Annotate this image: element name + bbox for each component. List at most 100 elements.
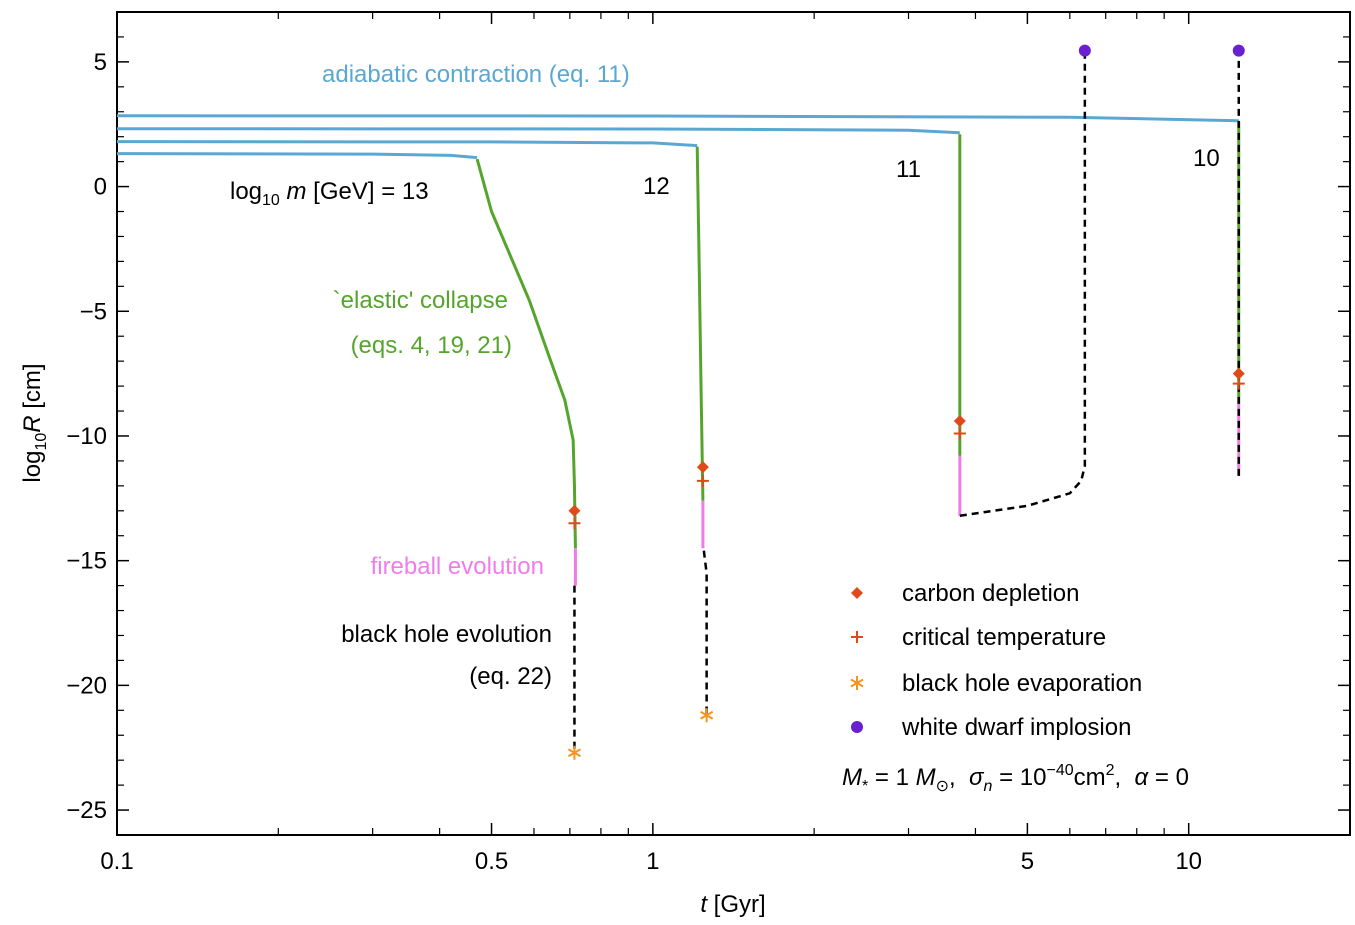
y-tick-label: −15 xyxy=(66,548,107,575)
y-tick-label: −20 xyxy=(66,672,107,699)
text-part: fireball evolution xyxy=(371,553,544,580)
data-point xyxy=(568,517,581,530)
text-part: , xyxy=(949,764,969,791)
marker-shape xyxy=(1232,367,1245,380)
curve xyxy=(475,158,577,549)
data-point xyxy=(1232,44,1245,57)
annotation: log10 m [GeV] = 13 xyxy=(230,178,429,209)
y-axis-label: log10R [cm] xyxy=(19,363,50,482)
legend-label: carbon depletion xyxy=(902,580,1079,607)
data-point xyxy=(1078,44,1091,57)
data-point xyxy=(953,415,966,428)
legend-swatch xyxy=(850,676,864,690)
x-tick-label: 0.5 xyxy=(475,848,508,875)
x-axis-label: t [Gyr] xyxy=(700,891,765,918)
data-point xyxy=(568,504,581,517)
curve xyxy=(695,146,705,501)
marker-shape xyxy=(568,504,581,517)
marker-shape xyxy=(850,676,864,690)
legend-swatch xyxy=(851,721,863,733)
text-part: α xyxy=(1135,764,1150,791)
text-part: (eq. 22) xyxy=(469,663,552,690)
text-part: 2 xyxy=(1106,762,1115,779)
annotation: 10 xyxy=(1193,145,1220,172)
text-part: ⊙ xyxy=(936,778,949,795)
annotation: (eqs. 4, 19, 21) xyxy=(351,332,512,359)
annotation: M* = 1 M⊙, σn = 10−40cm2, α = 0 xyxy=(842,762,1189,795)
marker-shape xyxy=(696,474,709,487)
text-part: 12 xyxy=(643,173,670,200)
annotation: `elastic' collapse xyxy=(333,287,508,314)
text-part: n xyxy=(984,778,993,795)
text-part: = 0 xyxy=(1148,764,1189,791)
curve xyxy=(959,50,1087,518)
annotation: 11 xyxy=(896,156,921,183)
text-part: 10 xyxy=(33,433,50,451)
data-point xyxy=(1232,377,1245,390)
data-point xyxy=(1232,367,1245,380)
plot-frame xyxy=(116,11,1351,836)
annotation: adiabatic contraction (eq. 11) xyxy=(322,61,630,88)
legend-label: white dwarf implosion xyxy=(901,714,1131,741)
x-tick-label: 10 xyxy=(1175,848,1202,875)
text-part: [GeV] = 13 xyxy=(307,178,429,205)
y-tick-label: −10 xyxy=(66,423,107,450)
text-part: M xyxy=(842,764,862,791)
curve xyxy=(702,550,708,716)
data-point xyxy=(953,427,966,440)
legend-label: black hole evaporation xyxy=(902,670,1142,697)
legend-swatch xyxy=(851,587,863,599)
annotation: fireball evolution xyxy=(371,553,544,580)
text-part: −40 xyxy=(1046,762,1073,779)
legend-label: critical temperature xyxy=(902,624,1106,651)
data-point xyxy=(696,474,709,487)
text-part: cm xyxy=(1074,764,1106,791)
marker-shape xyxy=(1232,377,1245,390)
marker-shape xyxy=(851,587,863,599)
x-tick-label: 0.1 xyxy=(100,848,133,875)
text-part: (eqs. 4, 19, 21) xyxy=(351,332,512,359)
text-part: σ xyxy=(969,764,985,791)
curve xyxy=(116,127,960,135)
text-part: 11 xyxy=(896,156,921,183)
marker-shape xyxy=(568,517,581,530)
text-part: [cm] xyxy=(19,363,46,415)
annotation: 12 xyxy=(643,173,670,200)
marker-shape xyxy=(851,631,863,643)
text-part: 10 xyxy=(1193,145,1220,172)
text-part: log xyxy=(19,451,46,483)
text-part: R xyxy=(19,415,46,432)
text-part: m xyxy=(280,178,307,205)
text-part: M xyxy=(916,764,936,791)
curve xyxy=(116,114,1239,123)
text-part: , xyxy=(1115,764,1135,791)
marker-shape xyxy=(1232,44,1245,57)
marker-shape xyxy=(1078,44,1091,57)
annotation: black hole evolution xyxy=(341,621,552,648)
text-part: [Gyr] xyxy=(707,891,766,918)
curve xyxy=(116,140,698,148)
x-tick-label: 5 xyxy=(1021,848,1034,875)
text-part: * xyxy=(862,778,868,795)
marker-shape xyxy=(696,461,709,474)
x-tick-label: 1 xyxy=(646,848,659,875)
y-tick-label: 0 xyxy=(94,174,107,201)
data-point xyxy=(696,461,709,474)
marker-shape xyxy=(567,745,582,760)
y-tick-label: −5 xyxy=(80,298,107,325)
data-point xyxy=(700,708,714,723)
legend-swatch xyxy=(851,631,863,643)
text-part: black hole evolution xyxy=(341,621,552,648)
text-part: log xyxy=(230,178,262,205)
marker-shape xyxy=(700,708,714,723)
curve xyxy=(116,152,478,160)
y-tick-label: −25 xyxy=(66,797,107,824)
text-part: adiabatic contraction (eq. 11) xyxy=(322,61,630,88)
text-part: 10 xyxy=(262,192,280,209)
text-part: = 1 xyxy=(868,764,915,791)
marker-shape xyxy=(953,415,966,428)
y-tick-label: 5 xyxy=(94,49,107,76)
data-point xyxy=(567,745,582,760)
marker-shape xyxy=(953,427,966,440)
